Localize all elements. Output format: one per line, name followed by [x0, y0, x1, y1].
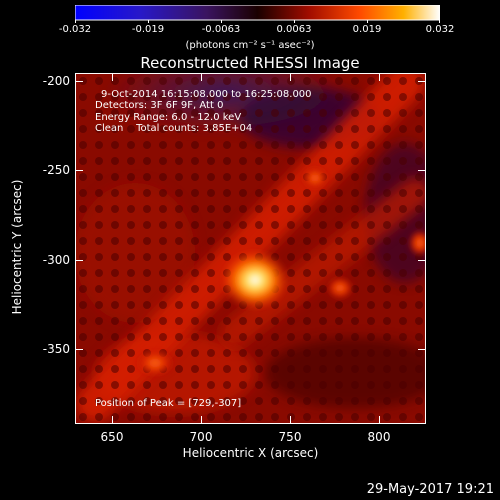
x-tick-label: 650 [100, 430, 124, 444]
x-tick-label: 800 [367, 430, 391, 444]
y-tick-label: -350 [42, 342, 70, 356]
timestamp: 29-May-2017 19:21 [366, 482, 494, 497]
x-tick-label: 700 [189, 430, 213, 444]
y-tick-label: -200 [42, 74, 70, 88]
colorbar-tick-label: -0.019 [131, 24, 165, 35]
y-axis-label: Heliocentric Y (arcsec) [10, 179, 24, 315]
colorbar-tick-label: -0.032 [58, 24, 92, 35]
colorbar-tick-label: 0.019 [352, 24, 382, 35]
time-range-label: 9-Oct-2014 16:15:08.000 to 16:25:08.000 [101, 89, 312, 100]
colorbar-units: (photons cm⁻² s⁻¹ asec⁻²) [185, 40, 315, 51]
colorbar [75, 5, 440, 23]
energy-range-label: Energy Range: 6.0 - 12.0 keV [95, 112, 242, 123]
y-tick-label: -300 [42, 253, 70, 267]
y-tick-label: -250 [42, 163, 70, 177]
x-axis-label: Heliocentric X (arcsec) [182, 446, 319, 460]
colorbar-tick-label: 0.0063 [276, 24, 312, 35]
clean-counts-label: Clean Total counts: 3.85E+04 [95, 123, 253, 134]
rhessi-image-panel [75, 73, 426, 424]
detectors-label: Detectors: 3F 6F 9F, Att 0 [95, 100, 224, 111]
colorbar-tick-label: 0.032 [425, 24, 455, 35]
image-title: Reconstructed RHESSI Image [140, 54, 360, 72]
x-tick-label: 750 [278, 430, 302, 444]
peak-position-label: Position of Peak = [729,-307] [95, 398, 242, 409]
peak-source [221, 250, 289, 310]
colorbar-tick-label: -0.0063 [201, 24, 241, 35]
